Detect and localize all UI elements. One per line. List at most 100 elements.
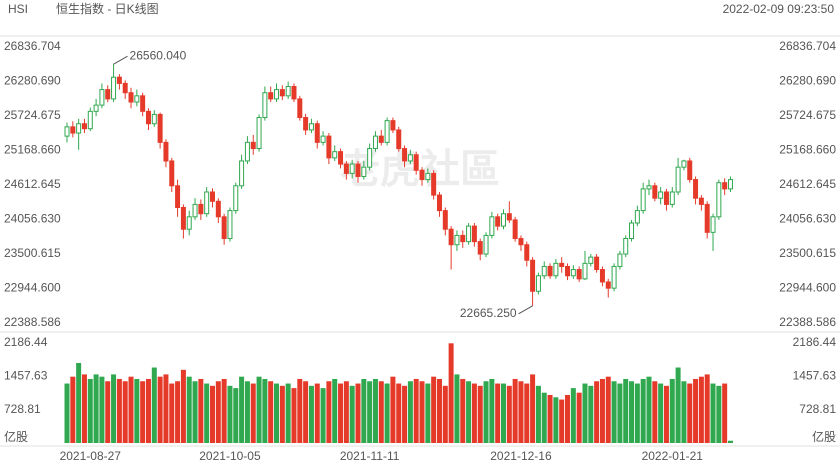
y-tick-label: 25724.675 <box>4 108 61 122</box>
candle-body <box>105 89 111 100</box>
candle-body <box>460 234 466 243</box>
candle-body <box>588 256 594 264</box>
volume-tick-label: 728.81 <box>4 402 41 416</box>
x-tick-label: 2021-11-11 <box>340 449 400 463</box>
candle-body <box>111 76 117 100</box>
candle-body <box>483 234 489 255</box>
volume-tick-label: 2186.44 <box>4 335 48 349</box>
volume-bar <box>460 378 466 443</box>
volume-bar <box>687 383 693 443</box>
candle-body <box>314 123 320 143</box>
volume-tick-label: 1457.63 <box>793 369 837 383</box>
candle-body <box>599 269 605 283</box>
volume-bar <box>256 376 262 443</box>
volume-bar <box>576 392 582 443</box>
volume-bar <box>314 383 320 443</box>
candle-body <box>134 95 140 103</box>
volume-bar <box>442 385 448 443</box>
candle-body <box>448 228 454 246</box>
volume-bar <box>582 383 588 443</box>
volume-bar <box>663 385 669 443</box>
volume-bar <box>244 381 250 443</box>
y-tick-label: 25724.675 <box>779 108 836 122</box>
candle-body <box>157 113 163 143</box>
candle-body <box>262 92 268 119</box>
volume-tick-label: 亿股 <box>812 429 836 444</box>
candle-body <box>378 135 384 143</box>
volume-bar <box>279 385 285 443</box>
volume-bar <box>413 378 419 443</box>
candle-body <box>623 238 629 255</box>
volume-tick-label: 2186.44 <box>793 335 837 349</box>
candle-body <box>710 216 716 233</box>
volume-bar <box>454 374 460 443</box>
candle-body <box>303 117 309 131</box>
candle-body <box>681 160 687 168</box>
volume-bar <box>466 381 472 443</box>
volume-tick-label: 1457.63 <box>4 369 48 383</box>
volume-bar <box>215 381 221 443</box>
volume-bar <box>198 378 204 443</box>
candle-body <box>99 89 105 106</box>
candle-body <box>402 148 408 162</box>
volume-bar <box>134 378 140 443</box>
y-tick-label: 26280.690 <box>4 74 61 88</box>
candle-body <box>163 141 169 162</box>
y-tick-label: 22944.600 <box>4 281 61 295</box>
volume-bar <box>407 381 413 443</box>
annotation-line <box>518 305 533 315</box>
volume-bar <box>326 381 332 443</box>
candle-body <box>384 120 390 143</box>
candle-body <box>419 169 425 181</box>
candle-body <box>512 219 518 240</box>
candle-body <box>524 244 530 261</box>
volume-bar <box>308 385 314 443</box>
candle-body <box>204 191 210 215</box>
volume-bar <box>361 378 367 443</box>
volume-bar <box>501 383 506 443</box>
y-tick-label: 24612.645 <box>4 177 61 191</box>
candle-body <box>663 191 669 205</box>
volume-bar <box>559 399 565 443</box>
candle-body <box>151 113 157 125</box>
volume-bar <box>372 378 378 443</box>
volume-bar <box>175 381 181 443</box>
candle-body <box>250 141 256 150</box>
volume-bar <box>239 376 245 443</box>
volume-bar <box>611 381 617 443</box>
candle-body <box>425 172 431 181</box>
volume-bar <box>530 374 536 443</box>
candle-body <box>81 123 87 130</box>
candle-body <box>367 148 373 168</box>
candle-body <box>180 207 186 230</box>
volume-bar <box>390 376 396 443</box>
volume-bar <box>221 378 227 443</box>
volume-bar <box>378 381 384 443</box>
candle-body <box>297 98 303 119</box>
volume-bar <box>111 374 117 443</box>
candle-body <box>186 216 192 230</box>
volume-bar <box>285 383 291 443</box>
candle-body <box>442 210 448 230</box>
volume-bar <box>495 383 501 443</box>
y-tick-label: 26836.704 <box>4 39 61 53</box>
volume-bar <box>634 383 640 443</box>
candle-body <box>582 262 588 280</box>
volume-bar <box>204 383 210 443</box>
candle-body <box>501 213 506 227</box>
volume-bar <box>64 383 70 443</box>
candle-body <box>698 197 704 205</box>
volume-bar <box>105 381 111 443</box>
volume-bar <box>349 385 355 443</box>
volume-bar <box>145 378 151 443</box>
candle-body <box>338 151 344 165</box>
candle-body <box>215 200 221 218</box>
candle-body <box>361 166 367 177</box>
volume-bar <box>722 383 728 443</box>
volume-bar <box>367 381 373 443</box>
volume-bar <box>710 383 716 443</box>
candle-body <box>285 86 291 97</box>
volume-bar <box>547 394 553 443</box>
volume-bar <box>227 385 233 443</box>
